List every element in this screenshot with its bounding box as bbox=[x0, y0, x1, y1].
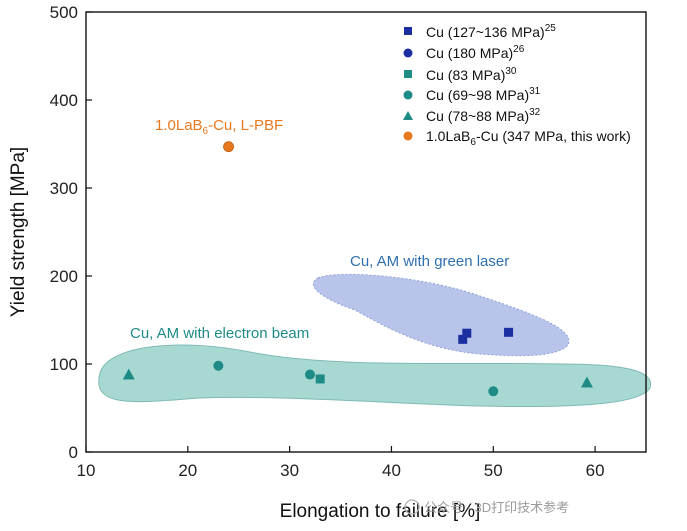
legend: Cu (127~136 MPa)25 Cu (180 MPa)26 Cu (83… bbox=[403, 23, 631, 148]
data-point-series-6 bbox=[223, 141, 234, 153]
legend-item-3: Cu (83 MPa)30 bbox=[404, 66, 517, 83]
y-tick-label: 300 bbox=[50, 179, 78, 198]
legend-item-2: Cu (180 MPa)26 bbox=[403, 44, 525, 61]
legend-label-5: Cu (78~88 MPa)32 bbox=[426, 107, 541, 124]
x-axis-title: Elongation to failure [%] bbox=[280, 501, 481, 522]
legend-item-4: Cu (69~98 MPa)31 bbox=[403, 86, 541, 103]
x-tick-label: 30 bbox=[280, 461, 299, 480]
x-tick-label: 50 bbox=[484, 461, 503, 480]
y-axis-title: Yield strength [MPa] bbox=[8, 147, 29, 317]
data-point-series-3 bbox=[315, 374, 325, 384]
legend-marker-circle-blue bbox=[403, 48, 413, 58]
legend-item-6: 1.0LaB6-Cu (347 MPa, this work) bbox=[403, 128, 631, 148]
x-tick-label: 60 bbox=[586, 461, 605, 480]
y-tick-label: 0 bbox=[69, 443, 78, 462]
x-tick-label: 10 bbox=[77, 461, 96, 480]
legend-marker-triangle-teal bbox=[403, 111, 413, 120]
data-point-series-1 bbox=[504, 327, 514, 337]
watermark-icon bbox=[404, 499, 420, 515]
data-point-series-1 bbox=[462, 328, 472, 338]
y-tick-label: 100 bbox=[50, 355, 78, 374]
y-tick-label: 500 bbox=[50, 3, 78, 22]
data-point-series-5 bbox=[122, 368, 135, 380]
legend-marker-circle-orange bbox=[403, 131, 413, 141]
annotation-green-laser: Cu, AM with green laser bbox=[350, 253, 509, 270]
plot-frame bbox=[85, 11, 647, 453]
annotation-lab6-lpbf: 1.0LaB6-Cu, L-PBF bbox=[155, 117, 283, 137]
x-tick-label: 20 bbox=[178, 461, 197, 480]
legend-label-6: 1.0LaB6-Cu (347 MPa, this work) bbox=[426, 128, 631, 148]
data-point-series-4 bbox=[488, 386, 499, 397]
y-tick-label: 200 bbox=[50, 267, 78, 286]
legend-label-3: Cu (83 MPa)30 bbox=[426, 66, 517, 83]
green-laser-region bbox=[312, 273, 570, 357]
legend-item-1: Cu (127~136 MPa)25 bbox=[404, 23, 556, 40]
legend-marker-square-blue bbox=[404, 27, 412, 35]
legend-marker-square-teal bbox=[404, 70, 412, 78]
legend-label-1: Cu (127~136 MPa)25 bbox=[426, 23, 556, 40]
data-point-series-4 bbox=[213, 360, 224, 371]
watermark-text: 公众号 · 3D打印技术参考 bbox=[424, 500, 569, 515]
electron-beam-region bbox=[98, 344, 652, 408]
watermark: 公众号 · 3D打印技术参考 bbox=[404, 499, 569, 515]
data-point-series-1 bbox=[458, 334, 468, 344]
legend-marker-circle-teal bbox=[403, 90, 413, 100]
data-point-series-4 bbox=[305, 369, 315, 380]
x-tick-label: 40 bbox=[382, 461, 401, 480]
y-tick-label: 400 bbox=[50, 91, 78, 110]
annotation-electron-beam: Cu, AM with electron beam bbox=[130, 325, 309, 342]
legend-label-4: Cu (69~98 MPa)31 bbox=[426, 86, 541, 103]
legend-label-2: Cu (180 MPa)26 bbox=[426, 44, 525, 61]
data-point-series-5 bbox=[580, 376, 593, 388]
legend-item-5: Cu (78~88 MPa)32 bbox=[403, 107, 541, 124]
